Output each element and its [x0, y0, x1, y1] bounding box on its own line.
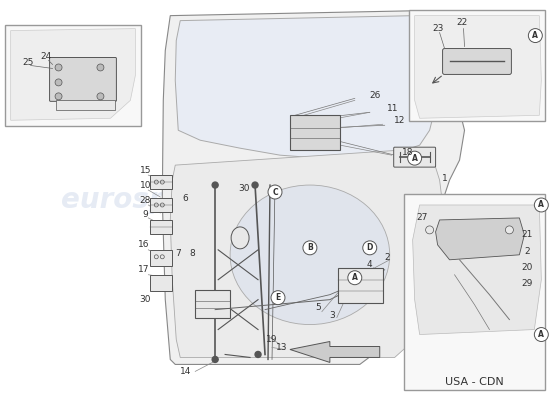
Ellipse shape [230, 185, 390, 324]
Bar [150, 175, 172, 189]
Circle shape [97, 64, 104, 71]
FancyBboxPatch shape [394, 147, 436, 167]
Text: A: A [352, 273, 358, 282]
Text: eurospares: eurospares [253, 186, 428, 214]
Circle shape [535, 328, 548, 342]
Circle shape [268, 185, 282, 199]
Bar [195, 290, 230, 318]
Circle shape [529, 28, 542, 42]
Text: 10: 10 [140, 180, 151, 190]
Circle shape [426, 226, 433, 234]
Circle shape [55, 64, 62, 71]
Polygon shape [10, 28, 135, 120]
Text: 12: 12 [394, 116, 405, 125]
FancyBboxPatch shape [5, 25, 141, 126]
Polygon shape [436, 218, 524, 260]
FancyBboxPatch shape [409, 10, 545, 121]
Bar [150, 250, 172, 266]
Circle shape [212, 182, 218, 188]
Text: 22: 22 [456, 18, 467, 27]
Circle shape [97, 93, 104, 100]
Text: C: C [272, 188, 278, 196]
Text: 18: 18 [402, 148, 414, 157]
FancyBboxPatch shape [443, 48, 512, 74]
Circle shape [212, 356, 218, 362]
Text: D: D [366, 243, 373, 252]
Text: 21: 21 [521, 230, 533, 239]
FancyBboxPatch shape [50, 58, 117, 101]
Circle shape [363, 241, 377, 255]
Text: 11: 11 [387, 104, 398, 113]
Polygon shape [290, 342, 380, 362]
Circle shape [408, 151, 422, 165]
Text: 16: 16 [138, 240, 149, 249]
Polygon shape [412, 205, 541, 334]
Text: A: A [538, 330, 544, 339]
Text: 24: 24 [40, 52, 51, 61]
Circle shape [55, 79, 62, 86]
Text: 3: 3 [329, 311, 335, 320]
Text: 23: 23 [432, 24, 443, 33]
Bar [150, 220, 172, 234]
Text: 5: 5 [315, 303, 321, 312]
Polygon shape [175, 16, 439, 160]
Text: 27: 27 [416, 214, 427, 222]
Text: E: E [276, 293, 280, 302]
Circle shape [303, 241, 317, 255]
FancyBboxPatch shape [404, 194, 545, 390]
Polygon shape [162, 11, 465, 364]
Text: eurospares: eurospares [61, 186, 237, 214]
Text: 9: 9 [142, 210, 148, 220]
Circle shape [255, 352, 261, 358]
Polygon shape [415, 16, 541, 118]
Bar [56, 100, 116, 110]
Text: 13: 13 [276, 343, 288, 352]
Text: 1: 1 [442, 174, 448, 182]
Text: 15: 15 [140, 166, 151, 175]
Text: 4: 4 [367, 260, 372, 269]
Circle shape [505, 226, 513, 234]
Text: A: A [412, 154, 417, 163]
Text: 30: 30 [238, 184, 250, 192]
Bar [150, 275, 172, 291]
Text: 26: 26 [369, 91, 381, 100]
Text: 30: 30 [140, 295, 151, 304]
Circle shape [535, 198, 548, 212]
Text: 28: 28 [140, 196, 151, 204]
Text: A: A [532, 31, 538, 40]
Ellipse shape [231, 227, 249, 249]
Text: USA - CDN: USA - CDN [445, 377, 504, 387]
Text: A: A [538, 200, 544, 210]
Text: 29: 29 [521, 279, 533, 288]
Text: 2: 2 [384, 253, 389, 262]
Text: 8: 8 [189, 249, 195, 258]
Text: 20: 20 [521, 263, 533, 272]
Text: 7: 7 [175, 249, 181, 258]
Text: 2: 2 [525, 247, 530, 256]
Bar [290, 115, 340, 150]
Text: 19: 19 [266, 335, 278, 344]
Text: 6: 6 [183, 194, 188, 202]
Text: 14: 14 [179, 367, 191, 376]
Circle shape [348, 271, 362, 285]
Text: 25: 25 [22, 58, 34, 67]
Circle shape [271, 291, 285, 305]
Polygon shape [170, 148, 444, 358]
Circle shape [55, 93, 62, 100]
Text: 17: 17 [138, 265, 149, 274]
Text: B: B [307, 243, 313, 252]
Bar [338, 268, 383, 303]
Bar [150, 198, 172, 212]
Circle shape [252, 182, 258, 188]
